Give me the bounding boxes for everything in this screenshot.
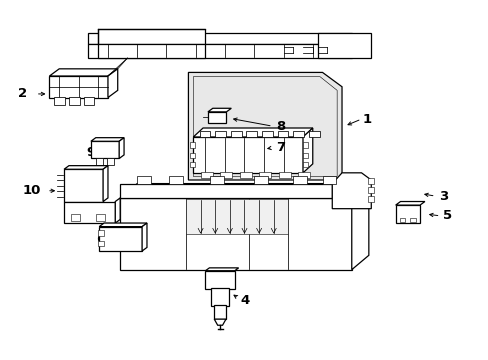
Polygon shape <box>119 138 124 158</box>
Polygon shape <box>395 205 419 223</box>
Bar <box>254 176 267 184</box>
Bar <box>69 97 80 105</box>
Polygon shape <box>185 199 288 234</box>
Polygon shape <box>49 76 108 98</box>
Bar <box>409 218 415 222</box>
Polygon shape <box>120 184 368 198</box>
Bar <box>230 131 241 137</box>
Bar <box>308 131 319 137</box>
Polygon shape <box>115 198 120 223</box>
Polygon shape <box>395 202 424 205</box>
Text: 4: 4 <box>240 294 249 307</box>
Bar <box>207 112 226 123</box>
Bar <box>246 131 257 137</box>
Bar <box>91 141 119 158</box>
Bar <box>189 142 194 148</box>
Bar <box>211 288 228 306</box>
Polygon shape <box>98 30 205 44</box>
Bar <box>54 97 65 105</box>
Polygon shape <box>303 128 312 173</box>
Bar <box>259 172 271 178</box>
Polygon shape <box>108 69 118 98</box>
Bar <box>262 131 272 137</box>
Bar <box>298 172 310 178</box>
Polygon shape <box>351 184 368 270</box>
Polygon shape <box>49 69 118 76</box>
Polygon shape <box>120 184 331 198</box>
Polygon shape <box>91 138 124 141</box>
Text: 7: 7 <box>276 141 285 154</box>
Polygon shape <box>88 33 351 44</box>
Bar <box>220 172 232 178</box>
Text: 10: 10 <box>22 184 41 197</box>
Text: 1: 1 <box>362 113 371 126</box>
Bar <box>367 196 373 202</box>
Bar <box>303 162 307 167</box>
Bar <box>71 214 80 221</box>
Polygon shape <box>103 166 108 202</box>
Text: 5: 5 <box>443 210 452 222</box>
Polygon shape <box>64 202 115 223</box>
Bar <box>367 187 373 193</box>
Bar <box>137 176 151 184</box>
Bar <box>303 153 307 158</box>
Polygon shape <box>188 72 341 180</box>
Bar <box>215 131 225 137</box>
Bar <box>83 97 94 105</box>
Polygon shape <box>99 226 142 251</box>
Polygon shape <box>205 268 238 271</box>
Bar <box>98 230 104 235</box>
Bar <box>98 241 104 246</box>
Polygon shape <box>64 169 103 202</box>
Bar <box>189 162 194 167</box>
Bar <box>199 131 210 137</box>
Bar <box>189 153 194 158</box>
Bar <box>205 271 234 289</box>
Bar <box>200 172 212 178</box>
Polygon shape <box>98 44 205 58</box>
Bar <box>367 178 373 184</box>
Bar <box>168 176 182 184</box>
Text: 3: 3 <box>438 190 447 203</box>
Polygon shape <box>88 44 351 58</box>
Bar <box>293 131 304 137</box>
Polygon shape <box>331 173 370 209</box>
Polygon shape <box>193 128 312 137</box>
Polygon shape <box>193 77 336 176</box>
Bar <box>96 158 103 165</box>
Polygon shape <box>207 108 231 112</box>
Bar <box>303 142 307 148</box>
Text: 9: 9 <box>86 145 96 158</box>
Polygon shape <box>120 198 351 270</box>
Polygon shape <box>193 137 303 173</box>
Polygon shape <box>142 223 147 251</box>
Bar <box>399 218 405 222</box>
Bar <box>96 214 104 221</box>
Bar <box>214 305 225 319</box>
Bar <box>277 131 288 137</box>
Polygon shape <box>214 319 225 325</box>
Bar <box>293 176 306 184</box>
Polygon shape <box>317 33 370 58</box>
Text: 2: 2 <box>19 87 27 100</box>
Bar <box>210 176 224 184</box>
Polygon shape <box>99 223 147 226</box>
Polygon shape <box>64 166 108 169</box>
Bar <box>239 172 251 178</box>
Bar <box>278 172 290 178</box>
Bar <box>322 176 335 184</box>
Text: 6: 6 <box>96 233 105 246</box>
Bar <box>106 158 114 165</box>
Text: 8: 8 <box>276 120 285 133</box>
